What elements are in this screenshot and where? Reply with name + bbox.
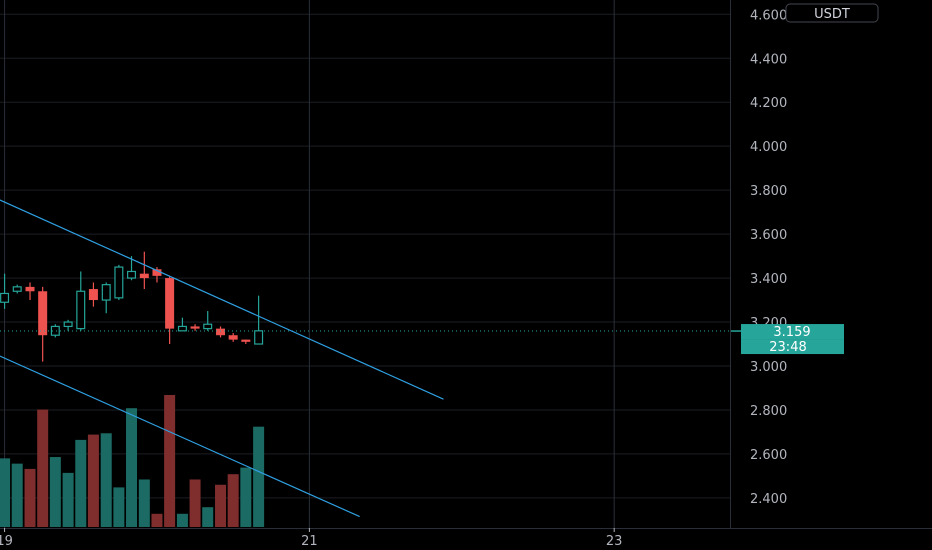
volume-bar	[126, 408, 138, 527]
candle-body	[101, 284, 111, 301]
candle	[127, 256, 137, 281]
time-axis[interactable]: 19 21 23	[0, 528, 622, 549]
volume-bar	[189, 479, 201, 527]
candle	[50, 324, 60, 338]
candle-body	[139, 273, 149, 279]
candle-body	[76, 290, 86, 330]
price-tick-label: 3.600	[750, 228, 787, 243]
volume-bar	[138, 479, 150, 527]
unit-badge[interactable]: USDT	[785, 3, 879, 23]
price-tick-label: 4.600	[750, 8, 787, 23]
candle-body	[152, 269, 162, 276]
candle-body	[0, 292, 10, 303]
candle-body	[254, 330, 264, 345]
volume-bar	[227, 474, 239, 527]
volume-bar	[215, 484, 227, 527]
candles	[0, 251, 264, 362]
price-tick-label: 4.200	[750, 96, 787, 111]
candle-body	[50, 325, 60, 336]
volume-bar	[151, 513, 163, 527]
candle-body	[63, 321, 73, 328]
volume-bar	[49, 457, 61, 527]
volume-bar	[253, 426, 265, 527]
candle-body	[190, 326, 200, 329]
unit-label: USDT	[814, 7, 850, 22]
price-tick-label: 2.800	[750, 404, 787, 419]
candle	[76, 271, 86, 331]
countdown-badge: 23:48	[741, 339, 844, 355]
countdown-value: 23:48	[769, 340, 806, 355]
candle	[63, 319, 73, 331]
trendlines[interactable]	[0, 199, 444, 518]
candle	[228, 333, 238, 342]
time-tick-label: 23	[606, 534, 623, 549]
candle	[38, 286, 48, 362]
time-tick-label: 21	[301, 534, 318, 549]
candle-body	[114, 266, 124, 299]
price-tick-label: 4.000	[750, 140, 787, 155]
candle-body	[38, 291, 48, 336]
volume-bar	[100, 433, 112, 527]
candle-body	[216, 328, 226, 336]
time-tick-label: 19	[0, 534, 13, 549]
price-tick-label: 2.400	[750, 492, 787, 507]
volume-bar	[202, 507, 214, 527]
candle	[12, 284, 22, 294]
candle-body	[127, 270, 137, 279]
candle	[216, 326, 226, 338]
volume-bar	[11, 463, 23, 527]
trendline	[0, 355, 360, 518]
candle	[101, 282, 111, 314]
volume-bar	[62, 472, 74, 527]
candle-body	[88, 289, 98, 301]
last-price-badge: 3.159	[741, 324, 844, 340]
candle	[152, 267, 162, 283]
candle	[254, 295, 264, 345]
price-tick-label: 3.400	[750, 272, 787, 287]
volume-bar	[240, 467, 252, 527]
volume-bar	[113, 487, 125, 527]
last-price-value: 3.159	[773, 325, 810, 340]
price-tick-label: 3.000	[750, 360, 787, 375]
candle	[177, 317, 187, 332]
candle-body	[241, 339, 251, 342]
price-tick-label: 2.600	[750, 448, 787, 463]
candle	[203, 311, 213, 331]
volume-bar	[37, 409, 49, 527]
candle-body	[25, 286, 35, 292]
volume-bars	[0, 395, 265, 527]
price-axis[interactable]: 4.6004.4004.2004.0003.8003.6003.4003.200…	[731, 8, 787, 507]
candle	[25, 282, 35, 301]
candle-body	[12, 286, 22, 292]
candle-body	[228, 335, 238, 340]
candle-body	[203, 323, 213, 330]
candle	[165, 275, 175, 345]
trendline	[0, 199, 444, 400]
volume-bar	[75, 439, 87, 527]
price-tick-label: 4.400	[750, 52, 787, 67]
volume-bar	[164, 395, 176, 527]
candle	[241, 339, 251, 345]
volume-bar	[24, 468, 36, 527]
candle	[190, 324, 200, 331]
candle	[114, 264, 124, 301]
volume-bar	[0, 458, 11, 527]
volume-bar	[176, 513, 188, 527]
candle-body	[165, 278, 175, 329]
volume-bar	[87, 434, 99, 527]
candle	[139, 251, 149, 290]
candle	[0, 273, 10, 309]
candle	[88, 282, 98, 307]
price-tick-label: 3.800	[750, 184, 787, 199]
candle-body	[177, 325, 187, 332]
